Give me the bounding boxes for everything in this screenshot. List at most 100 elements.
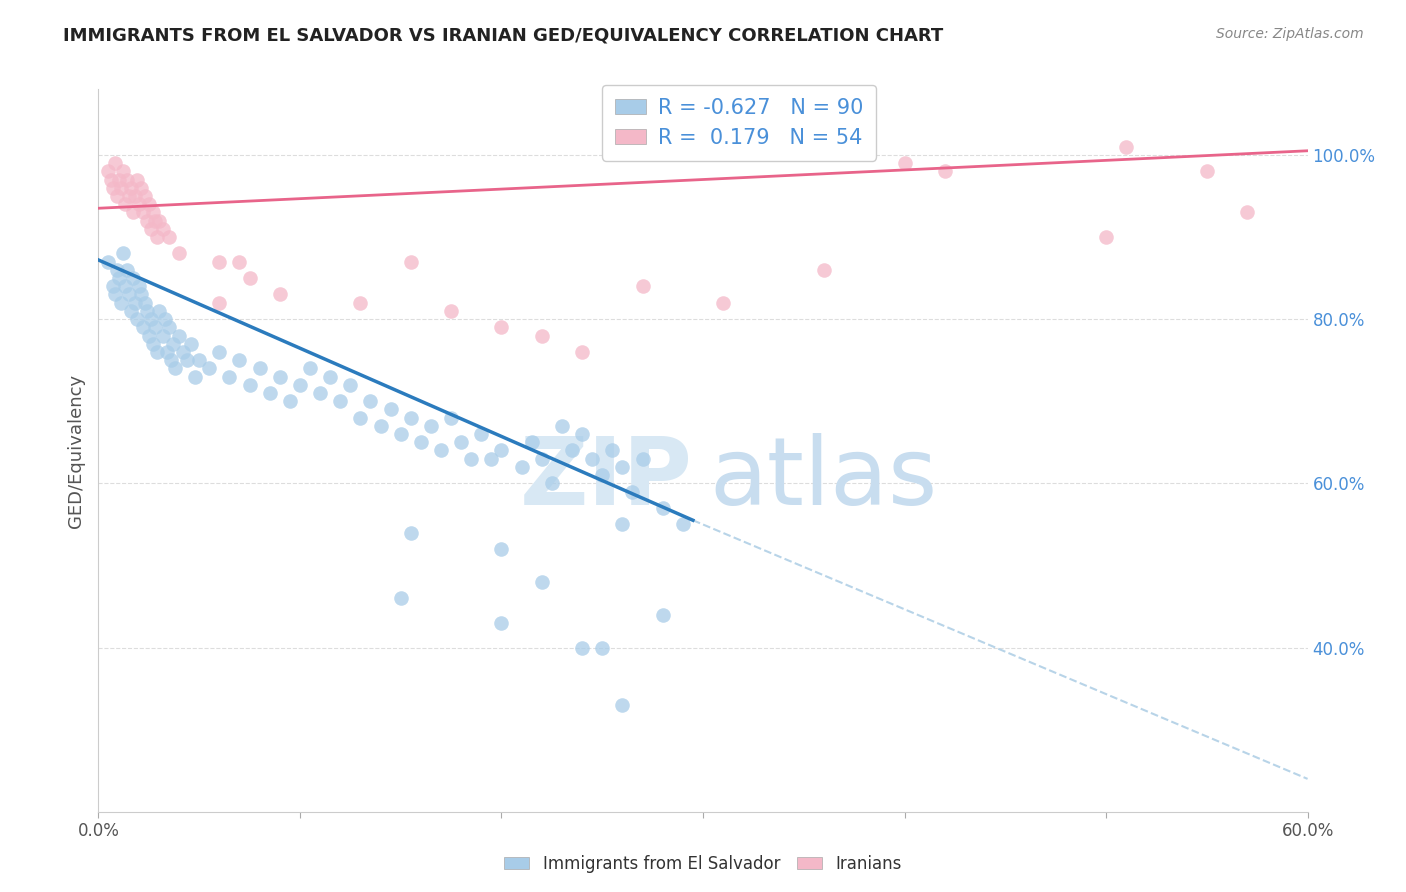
Point — [152, 328, 174, 343]
Point — [152, 221, 174, 235]
Point — [602, 443, 624, 458]
Point — [309, 386, 332, 401]
Point — [530, 328, 553, 343]
Point — [612, 517, 634, 532]
Point — [103, 156, 125, 170]
Point — [510, 459, 533, 474]
Point — [172, 345, 194, 359]
Point — [249, 361, 271, 376]
Point — [360, 394, 382, 409]
Point — [138, 197, 160, 211]
Point — [176, 353, 198, 368]
Point — [571, 640, 593, 655]
Point — [134, 295, 156, 310]
Point — [105, 189, 128, 203]
Point — [132, 320, 155, 334]
Point — [420, 418, 443, 433]
Point — [440, 304, 463, 318]
Text: atlas: atlas — [710, 434, 938, 525]
Point — [389, 591, 412, 606]
Point — [1095, 230, 1118, 244]
Point — [111, 164, 134, 178]
Point — [124, 295, 146, 310]
Point — [491, 320, 513, 334]
Point — [319, 369, 342, 384]
Point — [561, 443, 583, 458]
Point — [120, 180, 142, 194]
Point — [162, 336, 184, 351]
Point — [481, 451, 503, 466]
Point — [146, 230, 169, 244]
Point — [711, 295, 734, 310]
Point — [440, 410, 463, 425]
Point — [651, 500, 673, 515]
Point — [143, 213, 166, 227]
Point — [128, 279, 150, 293]
Point — [115, 172, 138, 186]
Point — [813, 263, 835, 277]
Point — [114, 197, 136, 211]
Point — [184, 369, 207, 384]
Point — [228, 353, 250, 368]
Text: Source: ZipAtlas.com: Source: ZipAtlas.com — [1216, 27, 1364, 41]
Point — [135, 304, 157, 318]
Point — [530, 451, 553, 466]
Point — [157, 230, 180, 244]
Point — [288, 377, 311, 392]
Point — [198, 361, 221, 376]
Point — [103, 287, 125, 301]
Point — [135, 213, 157, 227]
Point — [228, 254, 250, 268]
Point — [893, 156, 915, 170]
Point — [399, 254, 422, 268]
Point — [370, 418, 392, 433]
Point — [120, 304, 142, 318]
Point — [97, 164, 120, 178]
Point — [399, 410, 422, 425]
Point — [349, 295, 371, 310]
Point — [148, 213, 170, 227]
Point — [239, 271, 262, 285]
Point — [470, 427, 492, 442]
Point — [138, 328, 160, 343]
Point — [148, 304, 170, 318]
Point — [163, 361, 186, 376]
Point — [551, 418, 574, 433]
Point — [139, 221, 162, 235]
Point — [121, 271, 143, 285]
Point — [430, 443, 453, 458]
Point — [208, 295, 231, 310]
Point — [143, 320, 166, 334]
Point — [631, 279, 654, 293]
Point — [409, 435, 432, 450]
Point — [142, 205, 165, 219]
Point — [115, 263, 138, 277]
Point — [259, 386, 281, 401]
Point — [153, 312, 176, 326]
Point — [299, 361, 322, 376]
Point — [139, 312, 162, 326]
Point — [239, 377, 262, 392]
Point — [491, 443, 513, 458]
Point — [612, 698, 634, 712]
Point — [167, 328, 190, 343]
Point — [349, 410, 371, 425]
Point — [491, 541, 513, 556]
Point — [118, 189, 141, 203]
Point — [208, 345, 231, 359]
Point — [672, 517, 695, 532]
Point — [134, 189, 156, 203]
Point — [934, 164, 956, 178]
Point — [591, 468, 613, 483]
Point — [591, 640, 613, 655]
Point — [389, 427, 412, 442]
Point — [129, 180, 152, 194]
Point — [621, 484, 644, 499]
Point — [107, 172, 129, 186]
Point — [180, 336, 202, 351]
Point — [132, 205, 155, 219]
Point — [157, 320, 180, 334]
Point — [269, 369, 291, 384]
Point — [399, 525, 422, 540]
Point — [125, 312, 148, 326]
